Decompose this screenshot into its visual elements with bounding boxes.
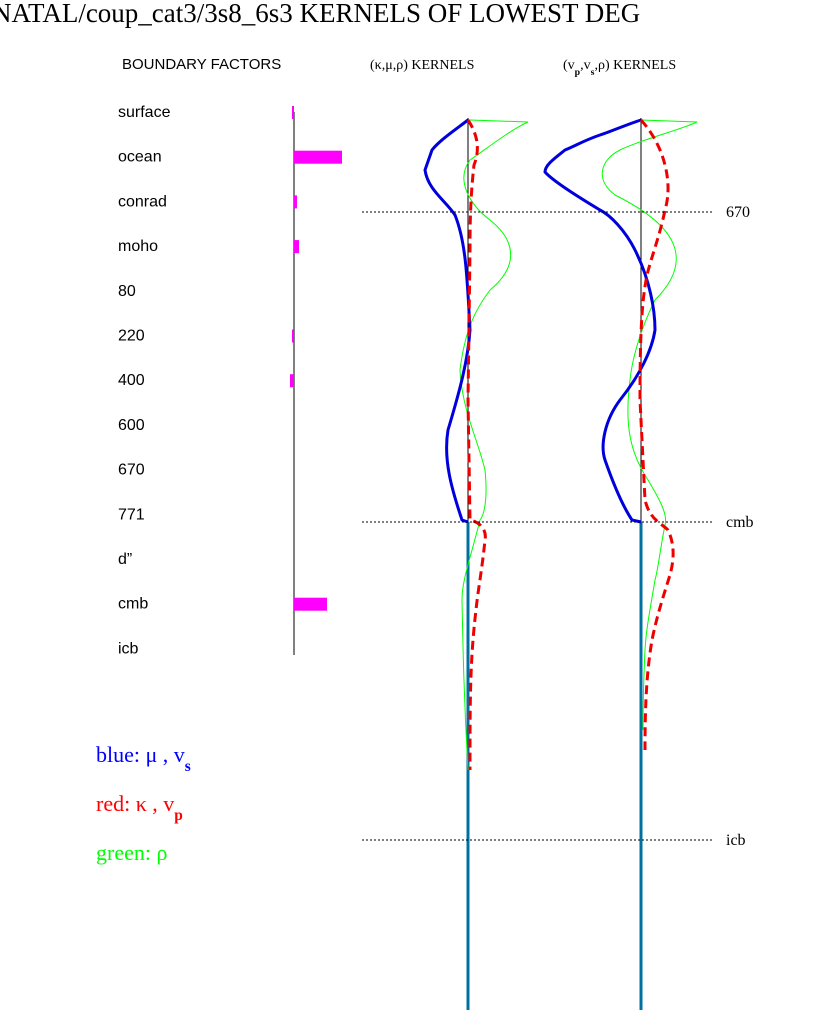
text-part: red: κ , v <box>96 791 174 816</box>
boundary-label: 670 <box>118 462 145 479</box>
legend-entry: blue: μ , vs <box>96 742 191 775</box>
boundary-label: d” <box>118 551 132 568</box>
boundary-label: icb <box>118 640 139 657</box>
boundary-label: 400 <box>118 372 145 389</box>
depth-label: cmb <box>726 514 754 531</box>
boundary-label: 80 <box>118 283 136 300</box>
text-part: green: ρ <box>96 840 167 865</box>
density-kernel <box>601 119 698 731</box>
subscript: p <box>575 67 581 78</box>
boundary-header: BOUNDARY FACTORS <box>122 56 281 73</box>
boundary-label: moho <box>118 238 158 255</box>
boundary-label: ocean <box>118 149 162 166</box>
title: NATAL/coup_cat3/3s8_6s3 KERNELS OF LOWES… <box>0 0 640 28</box>
text-part: (κ,μ,ρ) KERNELS <box>370 58 474 73</box>
kernel-header: (vp,vs,ρ) KERNELS <box>563 58 676 78</box>
factor-bar <box>292 106 294 119</box>
subscript: p <box>174 807 183 824</box>
boundary-label: 771 <box>118 506 145 523</box>
kernel-header: (κ,μ,ρ) KERNELS <box>370 58 474 73</box>
subscript: s <box>591 67 595 78</box>
factor-bar <box>294 597 327 611</box>
legend-entry: green: ρ <box>96 840 167 865</box>
boundary-label: cmb <box>118 596 148 613</box>
shear-kernel <box>423 118 472 524</box>
factor-bar <box>294 195 297 209</box>
depth-label: 670 <box>726 204 750 221</box>
boundary-label: surface <box>118 104 171 121</box>
text-part: (v <box>563 58 575 73</box>
shear-kernel <box>543 118 657 524</box>
text-part: ,v <box>580 58 591 73</box>
boundary-label: 220 <box>118 328 145 345</box>
bulk-kernel <box>638 118 675 751</box>
factor-bar <box>290 374 294 388</box>
boundary-label: 600 <box>118 417 145 434</box>
depth-label: icb <box>726 832 746 849</box>
factor-bar <box>292 329 294 343</box>
factor-bar <box>294 240 299 254</box>
factor-bar <box>294 150 342 164</box>
text-part: ,ρ) KERNELS <box>594 58 676 73</box>
bulk-kernel <box>466 119 487 771</box>
boundary-label: conrad <box>118 193 167 210</box>
text-part: blue: μ , v <box>96 742 185 767</box>
subscript: s <box>185 758 191 775</box>
legend-entry: red: κ , vp <box>96 791 183 824</box>
